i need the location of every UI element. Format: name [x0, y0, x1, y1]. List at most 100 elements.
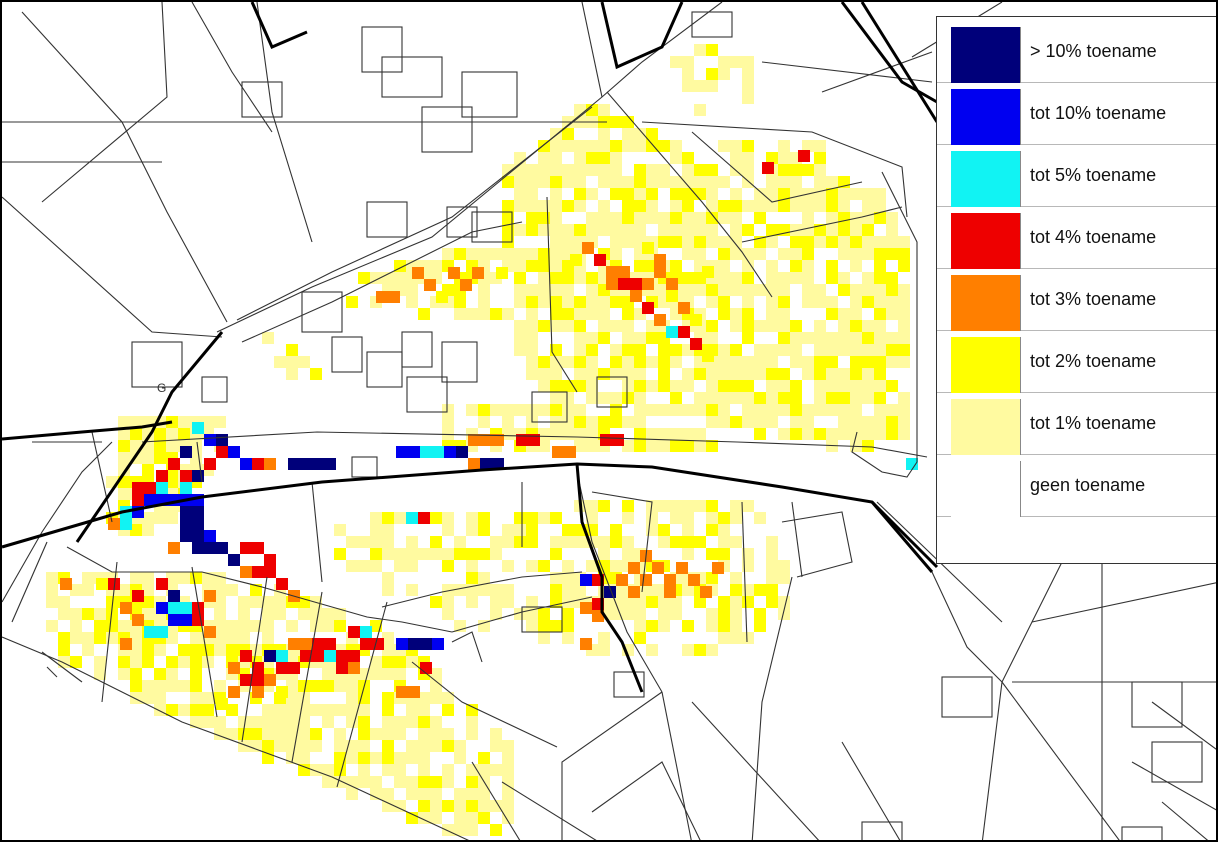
grid-cell	[634, 224, 646, 236]
grid-cell	[766, 260, 778, 272]
grid-cell	[700, 586, 712, 598]
grid-cell	[478, 296, 490, 308]
grid-cell	[228, 686, 240, 698]
grid-cell	[550, 512, 562, 524]
grid-cell	[606, 278, 618, 290]
grid-cell	[490, 764, 502, 776]
grid-cell	[418, 548, 430, 560]
grid-cell	[850, 416, 862, 428]
grid-cell	[58, 644, 70, 656]
grid-cell	[778, 404, 790, 416]
grid-cell	[898, 260, 910, 272]
grid-cell	[154, 452, 166, 464]
grid-cell	[118, 416, 130, 428]
grid-cell	[298, 728, 310, 740]
grid-cell	[156, 482, 168, 494]
grid-cell	[730, 320, 742, 332]
grid-cell	[678, 302, 690, 314]
grid-cell	[466, 596, 478, 608]
grid-cell	[742, 164, 754, 176]
grid-cell	[214, 716, 226, 728]
grid-cell	[538, 632, 550, 644]
grid-cell	[742, 260, 754, 272]
grid-cell	[802, 236, 814, 248]
grid-cell	[670, 152, 682, 164]
grid-cell	[898, 332, 910, 344]
grid-cell	[408, 638, 420, 650]
grid-cell	[82, 608, 94, 620]
grid-cell	[382, 704, 394, 716]
grid-cell	[58, 608, 70, 620]
grid-cell	[574, 404, 586, 416]
grid-cell	[862, 212, 874, 224]
map-label: G	[157, 381, 166, 395]
grid-cell	[766, 548, 778, 560]
grid-cell	[324, 638, 336, 650]
grid-cell	[670, 536, 682, 548]
grid-cell	[168, 458, 180, 470]
grid-cell	[850, 236, 862, 248]
grid-cell	[550, 584, 562, 596]
grid-cell	[106, 632, 118, 644]
grid-cell	[466, 248, 478, 260]
grid-cell	[370, 620, 382, 632]
grid-cell	[646, 512, 658, 524]
grid-cell	[676, 562, 688, 574]
grid-cell	[154, 428, 166, 440]
grid-cell	[310, 728, 322, 740]
grid-cell	[238, 740, 250, 752]
grid-cell	[658, 524, 670, 536]
grid-cell	[442, 824, 454, 836]
grid-cell	[670, 500, 682, 512]
grid-cell	[238, 596, 250, 608]
grid-cell	[322, 764, 334, 776]
grid-cell	[562, 584, 574, 596]
grid-cell	[790, 272, 802, 284]
grid-cell	[346, 752, 358, 764]
grid-cell	[586, 296, 598, 308]
grid-cell	[634, 368, 646, 380]
legend-swatch	[951, 89, 1021, 145]
grid-cell	[346, 704, 358, 716]
grid-cell	[754, 200, 766, 212]
grid-cell	[478, 548, 490, 560]
grid-cell	[640, 574, 652, 586]
grid-cell	[144, 482, 156, 494]
grid-cell	[628, 562, 640, 574]
grid-cell	[802, 272, 814, 284]
grid-cell	[430, 776, 442, 788]
grid-cell	[538, 368, 550, 380]
grid-cell	[334, 524, 346, 536]
grid-cell	[70, 584, 82, 596]
grid-cell	[154, 668, 166, 680]
grid-cell	[838, 332, 850, 344]
grid-cell	[456, 446, 468, 458]
grid-cell	[286, 740, 298, 752]
grid-cell	[418, 740, 430, 752]
grid-cell	[706, 440, 718, 452]
grid-cell	[154, 692, 166, 704]
grid-cell	[646, 440, 658, 452]
grid-cell	[370, 728, 382, 740]
grid-cell	[730, 344, 742, 356]
grid-cell	[862, 332, 874, 344]
grid-cell	[610, 296, 622, 308]
grid-cell	[154, 512, 166, 524]
grid-cell	[156, 602, 168, 614]
grid-cell	[478, 512, 490, 524]
grid-cell	[778, 140, 790, 152]
legend-label: tot 10% toename	[1030, 103, 1167, 123]
grid-cell	[322, 620, 334, 632]
grid-cell	[790, 248, 802, 260]
grid-cell	[586, 164, 598, 176]
grid-cell	[358, 716, 370, 728]
grid-cell	[466, 572, 478, 584]
grid-cell	[526, 356, 538, 368]
grid-cell	[562, 284, 574, 296]
grid-cell	[496, 267, 508, 279]
grid-cell	[562, 308, 574, 320]
grid-cell	[694, 428, 706, 440]
grid-cell	[622, 140, 634, 152]
